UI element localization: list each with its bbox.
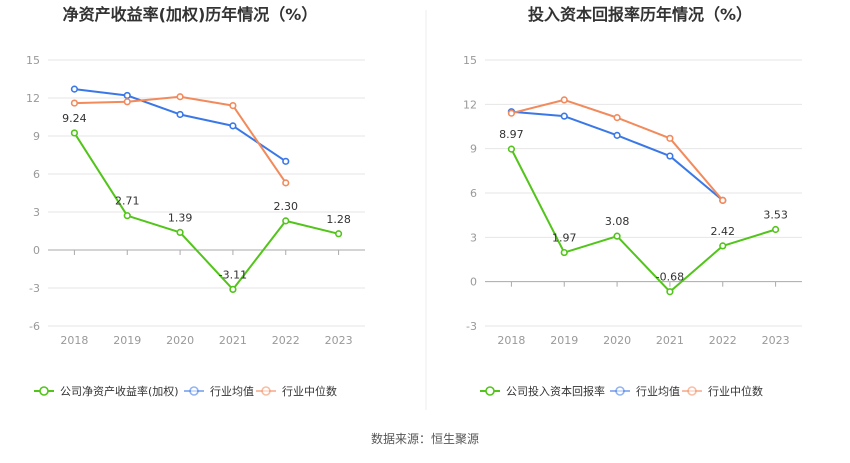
- roic-data-point[interactable]: [666, 152, 674, 160]
- legend-label: 行业均值: [636, 385, 680, 398]
- legend-label: 行业中位数: [282, 384, 337, 398]
- roic-data-label: 1.97: [552, 232, 577, 245]
- roic-data-label: 8.97: [499, 128, 524, 141]
- roe-data-point[interactable]: [282, 179, 290, 187]
- roe-legend-item-0[interactable]: 公司净资产收益率(加权): [34, 384, 179, 398]
- roic-data-point[interactable]: [666, 288, 674, 296]
- roic-data-point[interactable]: [719, 242, 727, 250]
- roe-data-label: 9.24: [62, 112, 87, 125]
- roic-x-tick-label: 2023: [762, 334, 790, 347]
- legend-label: 行业均值: [210, 385, 254, 398]
- roic-data-label: 3.53: [763, 209, 788, 222]
- legend-label: 行业中位数: [708, 384, 763, 398]
- roe-x-tick-label: 2022: [272, 334, 300, 347]
- roe-data-point[interactable]: [176, 110, 184, 119]
- roe-data-point[interactable]: [70, 85, 79, 93]
- roe-chart: 净资产收益率(加权)历年情况（%） -6 -3 0 3 6 9 12 15 2018 2019 20…: [26, 5, 365, 398]
- legend-marker-icon: [39, 386, 49, 396]
- roe-x-tick-label: 2019: [113, 334, 141, 347]
- legend-marker-icon: [261, 386, 271, 396]
- roic-data-point[interactable]: [613, 232, 621, 240]
- legend-marker-icon: [189, 386, 199, 396]
- roe-y-tick-label: -3: [29, 282, 40, 295]
- roic-data-point[interactable]: [613, 114, 621, 122]
- roe-data-point[interactable]: [123, 98, 131, 106]
- roic-data-point[interactable]: [771, 225, 780, 234]
- roic-data-point[interactable]: [666, 134, 674, 142]
- roe-data-point[interactable]: [123, 212, 131, 220]
- roic-legend-item-0[interactable]: 公司投入资本回报率: [480, 384, 605, 398]
- roe-data-label: -3.11: [219, 268, 247, 281]
- roe-y-tick-label: -6: [29, 320, 40, 333]
- roic-data-point[interactable]: [719, 196, 727, 204]
- roe-legend-item-1[interactable]: 行业均值: [184, 385, 254, 398]
- roe-series-line-0: [73, 132, 339, 291]
- roe-data-label: 2.71: [115, 195, 140, 208]
- roic-chart: 投入资本回报率历年情况（%） -3 0 3 6 9 12 15 2018 2019 2020 202…: [463, 5, 802, 398]
- legend-label: 公司净资产收益率(加权): [60, 384, 179, 398]
- roic-data-point[interactable]: [560, 248, 568, 257]
- roe-data-label: 2.30: [274, 200, 299, 213]
- roe-x-tick-label: 2020: [166, 334, 194, 347]
- legend-marker-icon: [615, 386, 625, 396]
- legend-marker-icon: [485, 386, 495, 396]
- roe-y-tick-label: 12: [26, 92, 40, 105]
- legend-marker-icon: [687, 386, 697, 396]
- roic-data-label: -0.68: [656, 271, 684, 284]
- roic-series-line-0: [510, 148, 776, 293]
- roic-x-tick-label: 2021: [656, 334, 684, 347]
- roic-x-tick-label: 2022: [709, 334, 737, 347]
- roe-data-point[interactable]: [123, 91, 131, 100]
- roic-y-tick-label: 0: [470, 276, 477, 289]
- roic-x-tick-label: 2018: [497, 334, 525, 347]
- legend-label: 公司投入资本回报率: [506, 384, 605, 398]
- roe-data-label: 1.28: [326, 213, 351, 226]
- roic-chart-title: 投入资本回报率历年情况（%）: [528, 5, 752, 24]
- roic-legend-item-1[interactable]: 行业均值: [610, 385, 680, 398]
- roe-data-point[interactable]: [176, 228, 184, 236]
- roe-data-point[interactable]: [282, 217, 290, 225]
- roic-legend-item-2[interactable]: 行业中位数: [682, 384, 763, 398]
- roe-data-point[interactable]: [229, 285, 237, 293]
- roe-x-tick-label: 2021: [219, 334, 247, 347]
- source-note: 数据来源：恒生聚源: [371, 431, 479, 446]
- roe-y-tick-label: 0: [33, 244, 40, 257]
- roic-y-tick-label: 9: [470, 143, 477, 156]
- roic-data-point[interactable]: [560, 96, 568, 104]
- roic-data-point[interactable]: [613, 131, 621, 139]
- roic-data-point[interactable]: [560, 112, 568, 120]
- roe-data-point[interactable]: [229, 101, 237, 110]
- roe-x-tick-label: 2018: [60, 334, 88, 347]
- roe-data-point[interactable]: [70, 129, 79, 137]
- roic-y-tick-label: 3: [470, 231, 477, 244]
- roic-series-line-1: [511, 110, 724, 202]
- roic-x-tick-label: 2019: [550, 334, 578, 347]
- roic-y-tick-label: 15: [463, 54, 477, 67]
- roe-data-point[interactable]: [70, 99, 79, 107]
- roe-data-point[interactable]: [229, 122, 237, 130]
- roe-legend-item-2[interactable]: 行业中位数: [256, 384, 337, 398]
- roic-y-tick-label: 12: [463, 98, 477, 111]
- roic-y-tick-label: 6: [470, 187, 477, 200]
- roic-y-tick-label: -3: [466, 320, 477, 333]
- roe-y-tick-label: 15: [26, 54, 40, 67]
- roe-y-tick-label: 9: [33, 130, 40, 143]
- roe-y-tick-label: 3: [33, 206, 40, 219]
- roic-data-label: 2.42: [711, 225, 736, 238]
- roic-data-point[interactable]: [507, 109, 516, 117]
- roe-data-label: 1.39: [168, 211, 193, 224]
- roe-data-point[interactable]: [282, 157, 290, 165]
- roic-x-tick-label: 2020: [603, 334, 631, 347]
- roic-data-label: 3.08: [605, 215, 630, 228]
- roe-x-tick-label: 2023: [325, 334, 353, 347]
- roe-data-point[interactable]: [334, 230, 343, 238]
- roe-chart-title: 净资产收益率(加权)历年情况（%）: [63, 5, 318, 24]
- roe-data-point[interactable]: [176, 93, 184, 101]
- roic-data-point[interactable]: [507, 145, 516, 153]
- roe-y-tick-label: 6: [33, 168, 40, 181]
